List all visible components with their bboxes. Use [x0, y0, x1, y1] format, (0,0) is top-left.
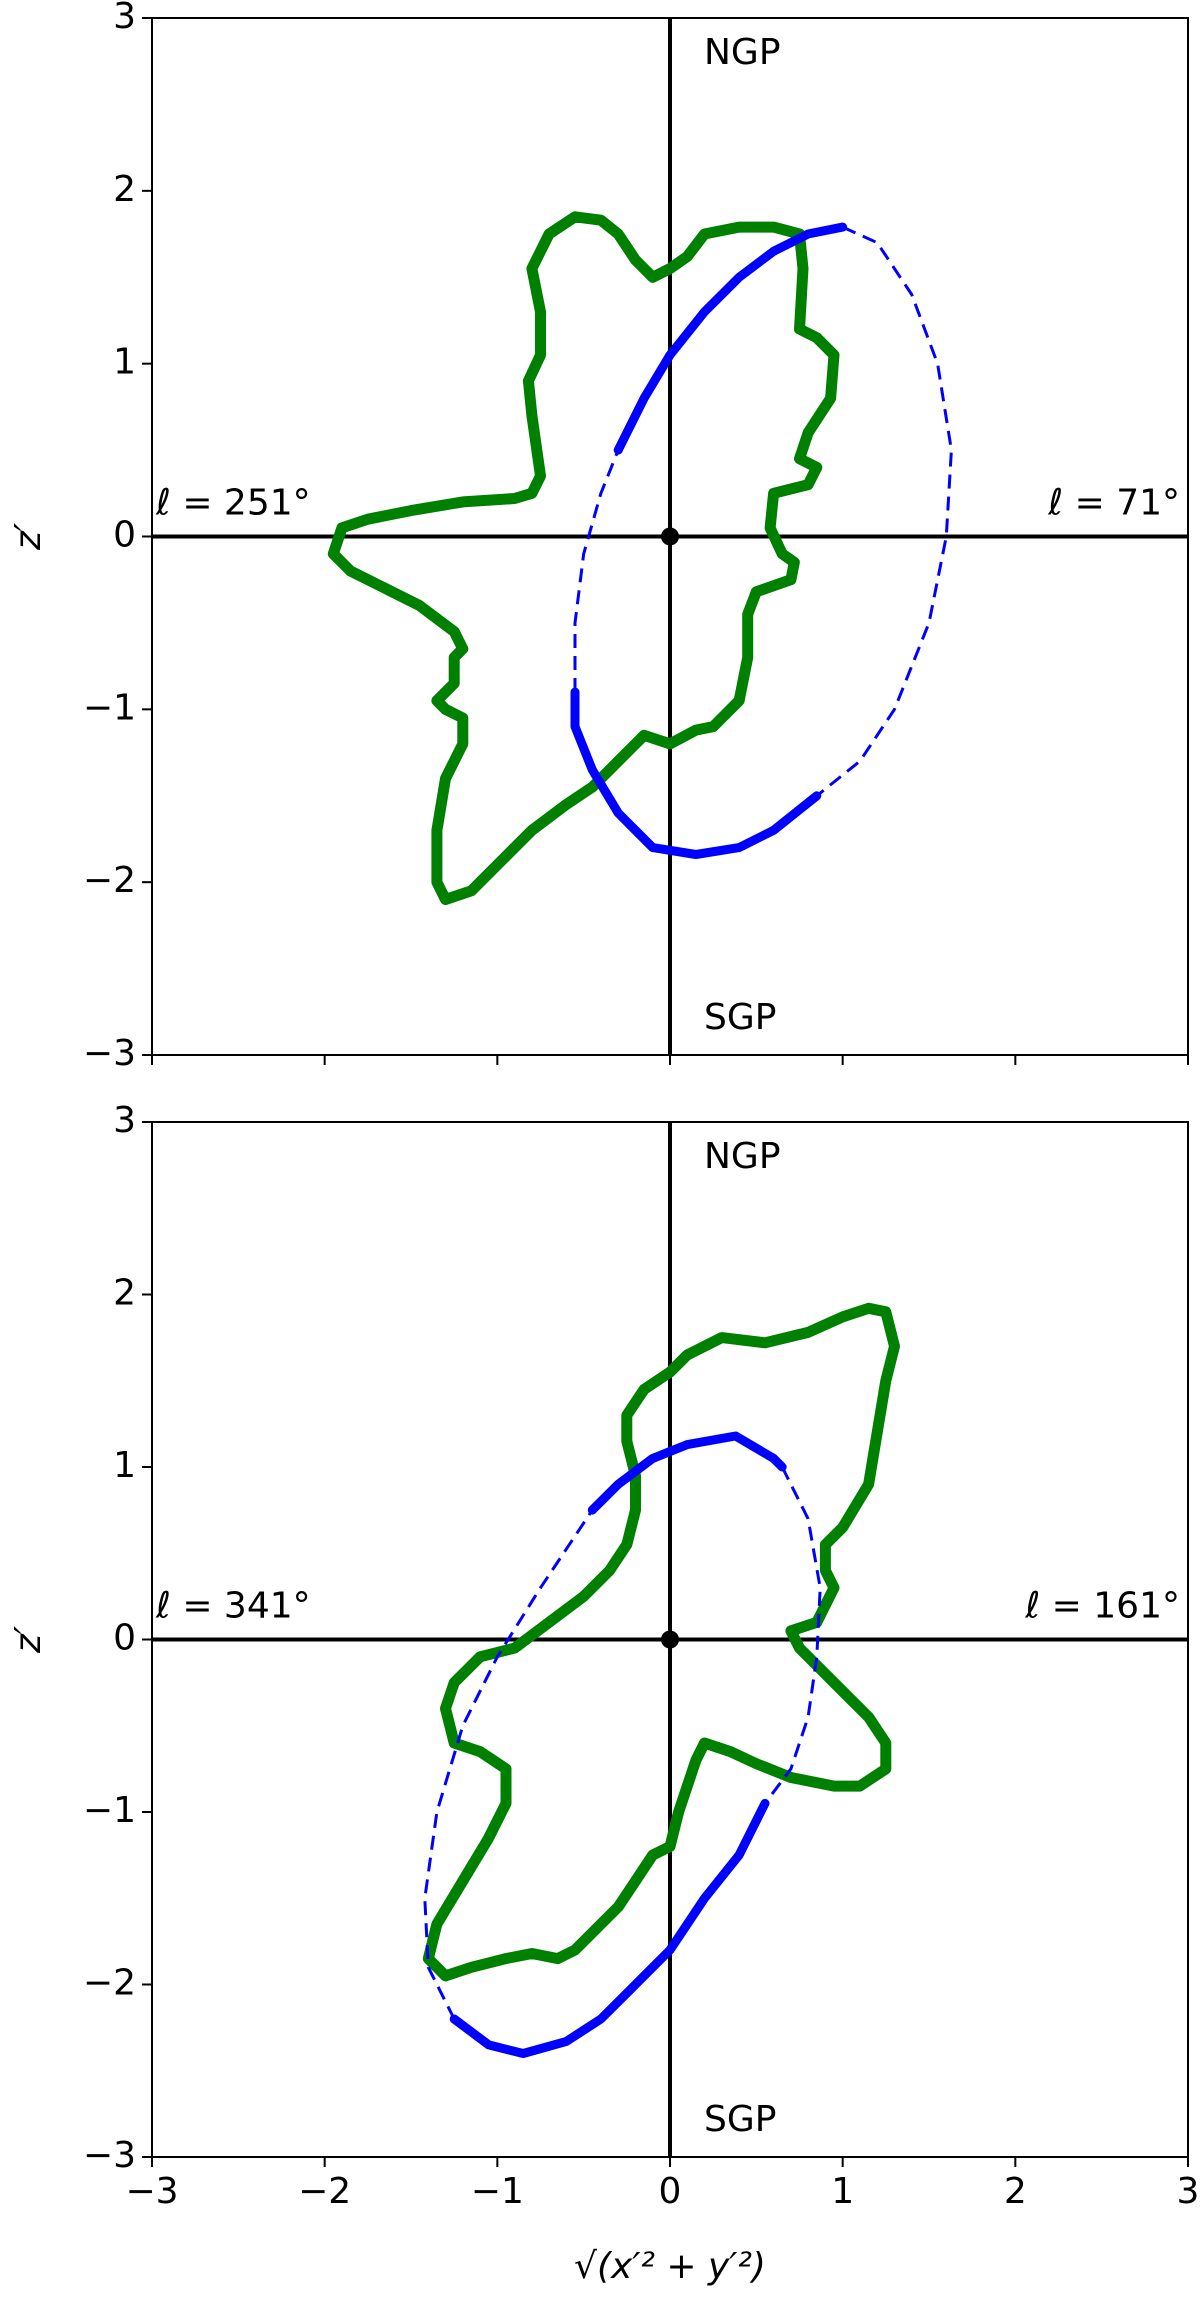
green-profile	[422, 1302, 900, 1982]
y-tick-label: −2	[83, 860, 136, 901]
blue-ellipse	[449, 1798, 770, 2058]
y-tick-label: 3	[113, 1100, 136, 1141]
blue-ellipse	[763, 1466, 822, 1805]
south-label: SGP	[704, 2099, 776, 2140]
x-tick-label: 2	[1004, 2171, 1027, 2212]
left-label: ℓ = 341°	[155, 1586, 311, 1627]
x-tick-label: 1	[831, 2171, 854, 2212]
x-tick-label: −3	[125, 2171, 178, 2212]
south-label: SGP	[704, 997, 776, 1038]
x-tick-label: −1	[471, 2171, 524, 2212]
origin-dot	[661, 1630, 679, 1649]
x-tick-label: −2	[298, 2171, 351, 2212]
origin-dot	[661, 527, 679, 546]
blue-ellipse	[573, 449, 620, 692]
green-profile	[327, 211, 840, 905]
y-axis-label: z′	[8, 523, 49, 551]
y-tick-label: −1	[83, 687, 136, 728]
blue-ellipse	[613, 222, 848, 455]
y-tick-label: −1	[83, 1790, 136, 1831]
y-axis-label: z′	[8, 1626, 49, 1654]
right-label: ℓ = 71°	[1047, 483, 1180, 524]
y-tick-label: −3	[83, 2135, 136, 2176]
right-label: ℓ = 161°	[1024, 1586, 1180, 1627]
blue-ellipse	[570, 687, 822, 859]
x-axis-label: √(x′² + y′²)	[574, 2246, 766, 2287]
left-label: ℓ = 251°	[155, 483, 311, 524]
north-label: NGP	[704, 32, 781, 73]
blue-ellipse	[587, 1431, 787, 1515]
y-tick-label: −2	[83, 1963, 136, 2004]
y-tick-label: 2	[113, 169, 136, 210]
y-tick-label: 1	[113, 1445, 136, 1486]
y-tick-label: −3	[83, 1033, 136, 1074]
y-tick-label: 2	[113, 1273, 136, 1314]
blue-ellipse	[815, 225, 953, 797]
y-tick-label: 1	[113, 342, 136, 383]
north-label: NGP	[704, 1136, 781, 1177]
blue-ellipse	[423, 1509, 594, 2020]
x-tick-label: 3	[1177, 2171, 1200, 2212]
y-tick-label: 0	[113, 1618, 136, 1659]
y-tick-label: 3	[113, 0, 136, 37]
x-tick-label: 0	[659, 2171, 682, 2212]
y-tick-label: 0	[113, 515, 136, 556]
